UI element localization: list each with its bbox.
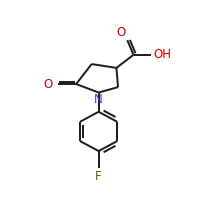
- Text: F: F: [95, 170, 102, 183]
- Text: N: N: [94, 93, 103, 106]
- Text: O: O: [116, 26, 126, 39]
- Text: OH: OH: [154, 48, 172, 61]
- Text: O: O: [44, 78, 53, 91]
